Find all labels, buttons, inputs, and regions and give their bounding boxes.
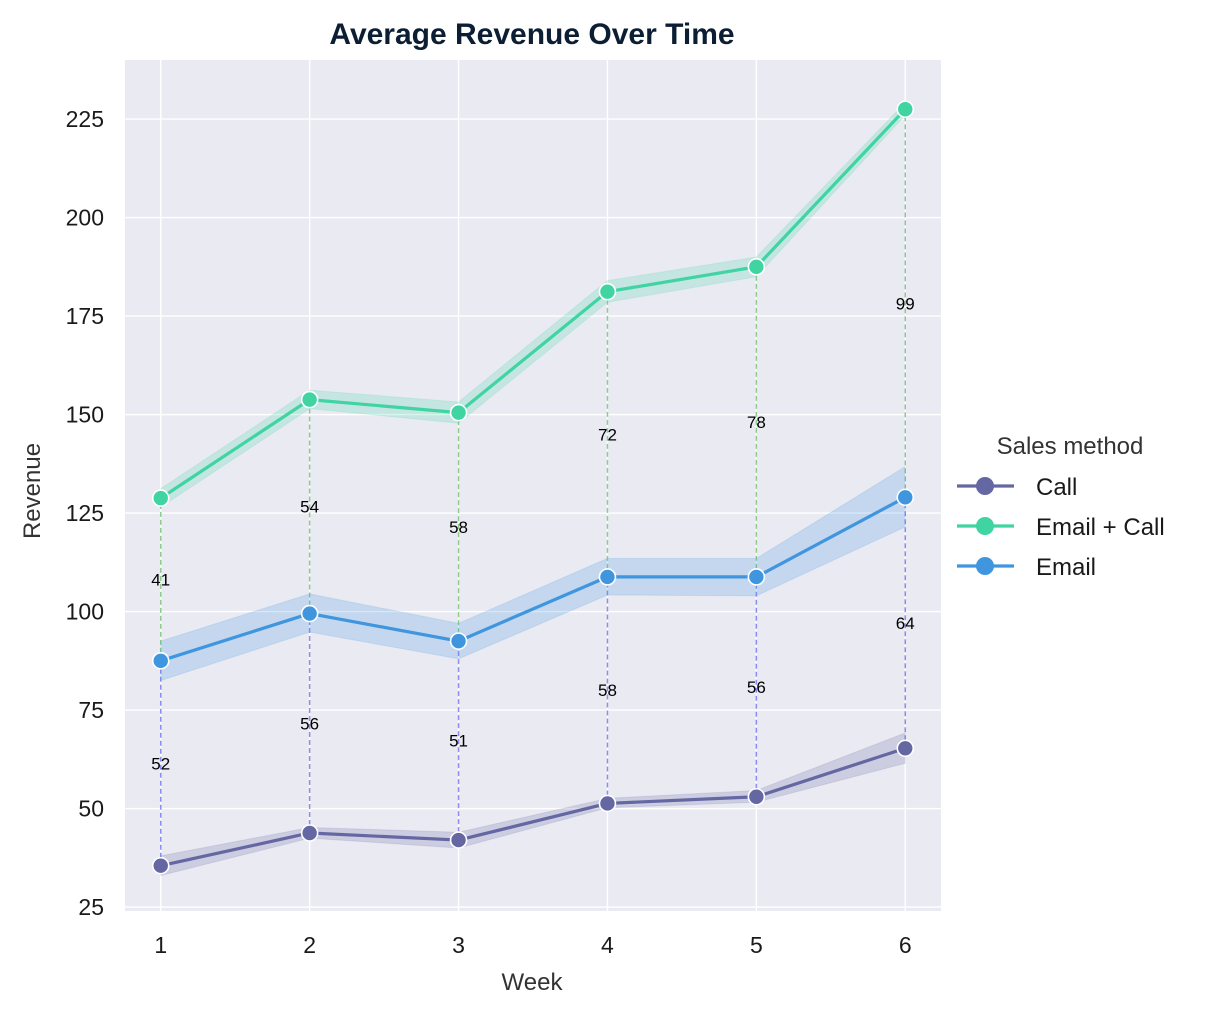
legend-items: Call Email + Call Email (957, 474, 1165, 581)
x-axis-label: Week (502, 969, 564, 996)
data-point (300, 604, 319, 623)
y-tick-label: 225 (66, 106, 104, 132)
difference-label: 54 (300, 498, 319, 517)
legend-marker (976, 477, 994, 495)
data-point (449, 403, 468, 422)
series-line (160, 746, 906, 868)
x-tick-label: 1 (154, 932, 167, 958)
series-points (151, 100, 915, 875)
difference-label: 64 (896, 614, 915, 633)
difference-label: 72 (598, 425, 617, 444)
legend-item: Email + Call (957, 514, 1165, 541)
y-tick-label: 150 (66, 402, 104, 428)
data-point (300, 824, 319, 842)
series-line (159, 108, 907, 500)
plot-area (125, 60, 941, 911)
data-point (300, 390, 319, 409)
x-tick-labels: 1 2 3 4 5 6 (154, 932, 911, 958)
legend-label: Call (1036, 474, 1077, 501)
legend-label: Email (1036, 554, 1096, 581)
data-point (598, 568, 617, 586)
x-tick-label: 5 (750, 932, 763, 958)
series-lines (159, 108, 907, 868)
y-tick-label: 125 (66, 500, 104, 526)
data-point (747, 568, 766, 586)
difference-label: 51 (449, 732, 468, 751)
legend-marker (976, 517, 994, 535)
y-tick-label: 175 (66, 303, 104, 329)
y-tick-label: 25 (78, 894, 104, 920)
data-point (151, 489, 170, 507)
y-tick-labels: 25 50 75 100 125 150 175 200 225 (66, 106, 104, 920)
y-tick-label: 200 (66, 205, 104, 231)
difference-label: 41 (151, 570, 170, 589)
legend-item: Email (957, 554, 1096, 581)
x-tick-label: 3 (452, 932, 465, 958)
grid-lines (125, 60, 941, 911)
data-point (896, 100, 915, 119)
legend-label: Email + Call (1036, 514, 1165, 541)
difference-label: 56 (747, 678, 766, 697)
difference-labels: 52 56 51 58 56 64 41 54 58 72 78 99 (151, 294, 914, 773)
data-point (449, 632, 468, 650)
data-point (151, 856, 170, 875)
data-point (449, 831, 468, 849)
x-tick-label: 4 (601, 932, 614, 958)
legend-marker (976, 557, 994, 575)
difference-label: 78 (747, 413, 766, 432)
legend-item: Call (957, 474, 1077, 501)
data-point (151, 652, 170, 670)
data-point (896, 488, 915, 507)
difference-label: 99 (896, 294, 915, 313)
x-tick-label: 6 (899, 932, 912, 958)
difference-label: 56 (300, 714, 319, 733)
data-point (896, 739, 915, 758)
difference-label: 58 (598, 681, 617, 700)
difference-label: 52 (151, 754, 170, 773)
y-tick-label: 75 (78, 697, 104, 723)
y-axis-label: Revenue (19, 443, 46, 539)
series-line (160, 495, 907, 663)
data-point (747, 787, 766, 806)
data-point (598, 794, 617, 813)
y-tick-label: 50 (78, 796, 104, 822)
confidence-band (160, 465, 906, 682)
data-point (747, 258, 766, 276)
x-tick-label: 2 (303, 932, 316, 958)
difference-connectors (159, 109, 907, 866)
data-point (598, 282, 617, 301)
legend-title: Sales method (997, 433, 1144, 460)
difference-label: 58 (449, 518, 468, 537)
chart-title: Average Revenue Over Time (329, 18, 734, 51)
legend: Sales method Call Email + Call Email (957, 433, 1165, 581)
y-tick-label: 100 (66, 599, 104, 625)
